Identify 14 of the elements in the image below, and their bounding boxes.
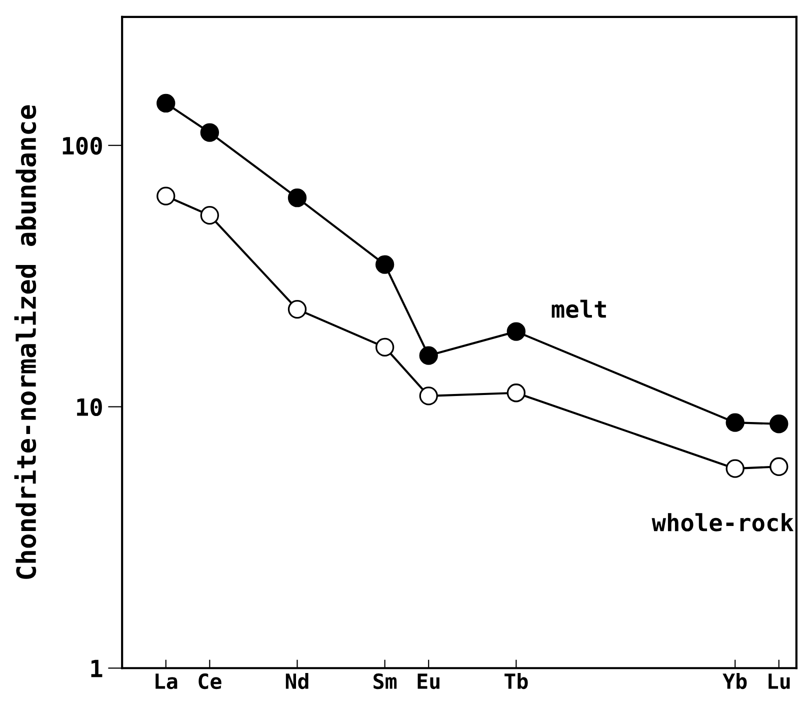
x-tick-label: Sm: [374, 673, 397, 690]
y-tick-label: 100: [62, 136, 102, 155]
x-tick-label: Ce: [198, 673, 222, 690]
x-tick-label: Lu: [768, 674, 790, 690]
x-tick-label: Nd: [286, 672, 308, 690]
y-tick-label: 10: [77, 398, 102, 416]
series-label: whole-rock: [652, 513, 794, 532]
x-tick-label: Tb: [504, 672, 528, 690]
series-label: melt: [552, 300, 606, 318]
x-tick-label: Eu: [418, 674, 440, 690]
x-tick-label: Yb: [722, 672, 747, 690]
x-tick-label: La: [156, 674, 178, 690]
y-tick-label: 1: [91, 660, 102, 678]
y-axis-title: Chondrite-normalized abundance: [14, 105, 36, 579]
